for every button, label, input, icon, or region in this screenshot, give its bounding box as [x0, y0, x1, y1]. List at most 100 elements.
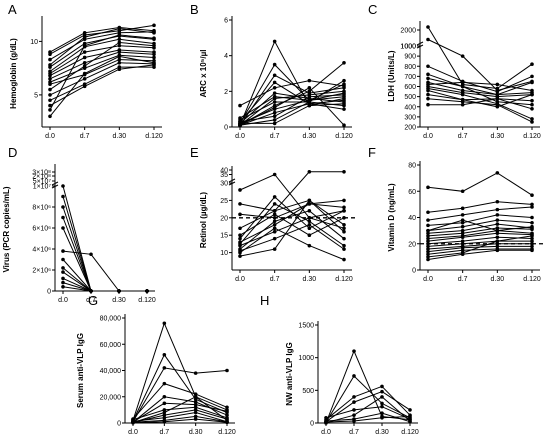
data-point — [162, 321, 167, 326]
data-point — [342, 209, 346, 213]
data-point — [342, 222, 346, 227]
data-point — [460, 231, 465, 236]
series-line — [427, 81, 533, 91]
data-point — [426, 223, 430, 228]
y-tick-label: 6 — [224, 18, 228, 25]
y-tick-label: 20 — [408, 241, 416, 248]
data-point — [530, 202, 534, 207]
series-line — [239, 199, 345, 243]
data-point — [460, 84, 465, 89]
data-point — [61, 194, 65, 199]
x-tick-label: d.7 — [159, 429, 169, 436]
data-point — [238, 254, 242, 258]
data-point — [426, 218, 430, 222]
series-line — [239, 80, 345, 126]
y-tick-label: 6×10⁶ — [32, 226, 51, 233]
data-point — [342, 107, 346, 111]
data-point — [307, 222, 312, 227]
data-point — [460, 102, 465, 107]
data-point — [61, 276, 65, 281]
data-point — [272, 121, 277, 126]
data-point — [162, 408, 167, 412]
data-point — [272, 110, 277, 115]
data-point — [530, 120, 534, 124]
x-tick-label: d.7 — [349, 429, 359, 436]
series-line — [239, 203, 345, 247]
data-point — [530, 193, 534, 197]
series-line — [49, 31, 155, 61]
data-point — [352, 419, 356, 423]
data-point — [225, 413, 229, 417]
x-tick-label: d.30 — [491, 276, 505, 283]
y-tick-label: 1500 — [298, 323, 314, 330]
data-point — [426, 185, 430, 190]
data-point — [117, 33, 122, 37]
data-point — [307, 209, 312, 213]
data-point — [61, 205, 65, 209]
y-tick-label: 200 — [404, 125, 416, 132]
x-tick-label: d.120 — [145, 133, 163, 140]
series-line — [427, 243, 532, 250]
x-tick-label: d.0 — [423, 133, 433, 140]
data-point — [117, 25, 122, 30]
data-point — [82, 71, 87, 76]
data-point — [61, 249, 65, 253]
data-point — [162, 410, 167, 415]
data-point — [426, 96, 430, 101]
data-point — [225, 409, 229, 413]
x-tick-label: d.0 — [45, 133, 55, 140]
data-point — [272, 80, 277, 85]
data-point — [272, 73, 277, 78]
data-point — [426, 257, 430, 262]
series-line — [132, 353, 228, 422]
data-point — [342, 247, 346, 251]
data-point — [530, 92, 534, 97]
panel-a: A 5 10 d.0 d.7 d.30 d.120 Hemoglobin (g/dL) — [8, 2, 163, 140]
data-point — [460, 99, 465, 104]
y-tick-label: 0 — [412, 268, 416, 275]
y-tick-label: 25 — [220, 198, 228, 205]
data-point — [152, 52, 156, 57]
data-point — [238, 188, 242, 192]
y-tick-label: 10 — [30, 39, 38, 46]
data-point — [307, 98, 312, 103]
series-line — [427, 73, 533, 96]
series-line — [49, 59, 155, 85]
data-point — [272, 247, 277, 251]
x-tick-label: d.120 — [335, 133, 353, 140]
data-point — [460, 189, 465, 194]
data-point — [272, 118, 277, 122]
data-point — [89, 289, 93, 293]
data-point — [342, 89, 346, 94]
series-line — [49, 45, 155, 74]
data-point — [408, 408, 412, 412]
data-point — [307, 219, 312, 224]
y-axis-label: LDH (Units/L) — [387, 50, 396, 101]
panel-d: D 0 2×10⁶ 4×10⁶ 6×10⁶ 8×10⁶ 1×10⁷5×10⁷2×10⁸3×1… — [2, 145, 156, 304]
data-point — [426, 234, 430, 238]
data-point — [342, 61, 346, 65]
data-point — [495, 226, 500, 230]
data-point — [162, 401, 167, 406]
series-line — [62, 217, 147, 292]
data-point — [272, 94, 277, 99]
data-point — [307, 198, 312, 203]
series-line — [325, 406, 411, 420]
x-tick-label: d.7 — [270, 133, 280, 140]
data-point — [272, 114, 277, 119]
series-line — [427, 248, 532, 255]
data-point — [460, 220, 465, 225]
series-line — [427, 219, 533, 232]
data-point — [272, 219, 277, 224]
series-line — [428, 98, 533, 110]
y-tick-label: 4 — [224, 53, 228, 60]
data-point — [352, 395, 356, 399]
data-point — [162, 415, 167, 420]
y-axis-label: Hemoglobin (g/dL) — [9, 38, 18, 109]
y-tick-label: 5×10⁷ — [33, 179, 52, 186]
series-line — [239, 94, 345, 123]
data-point — [460, 80, 465, 85]
data-point — [162, 366, 167, 370]
x-tick-label: d.30 — [189, 429, 203, 436]
data-point — [324, 420, 328, 424]
